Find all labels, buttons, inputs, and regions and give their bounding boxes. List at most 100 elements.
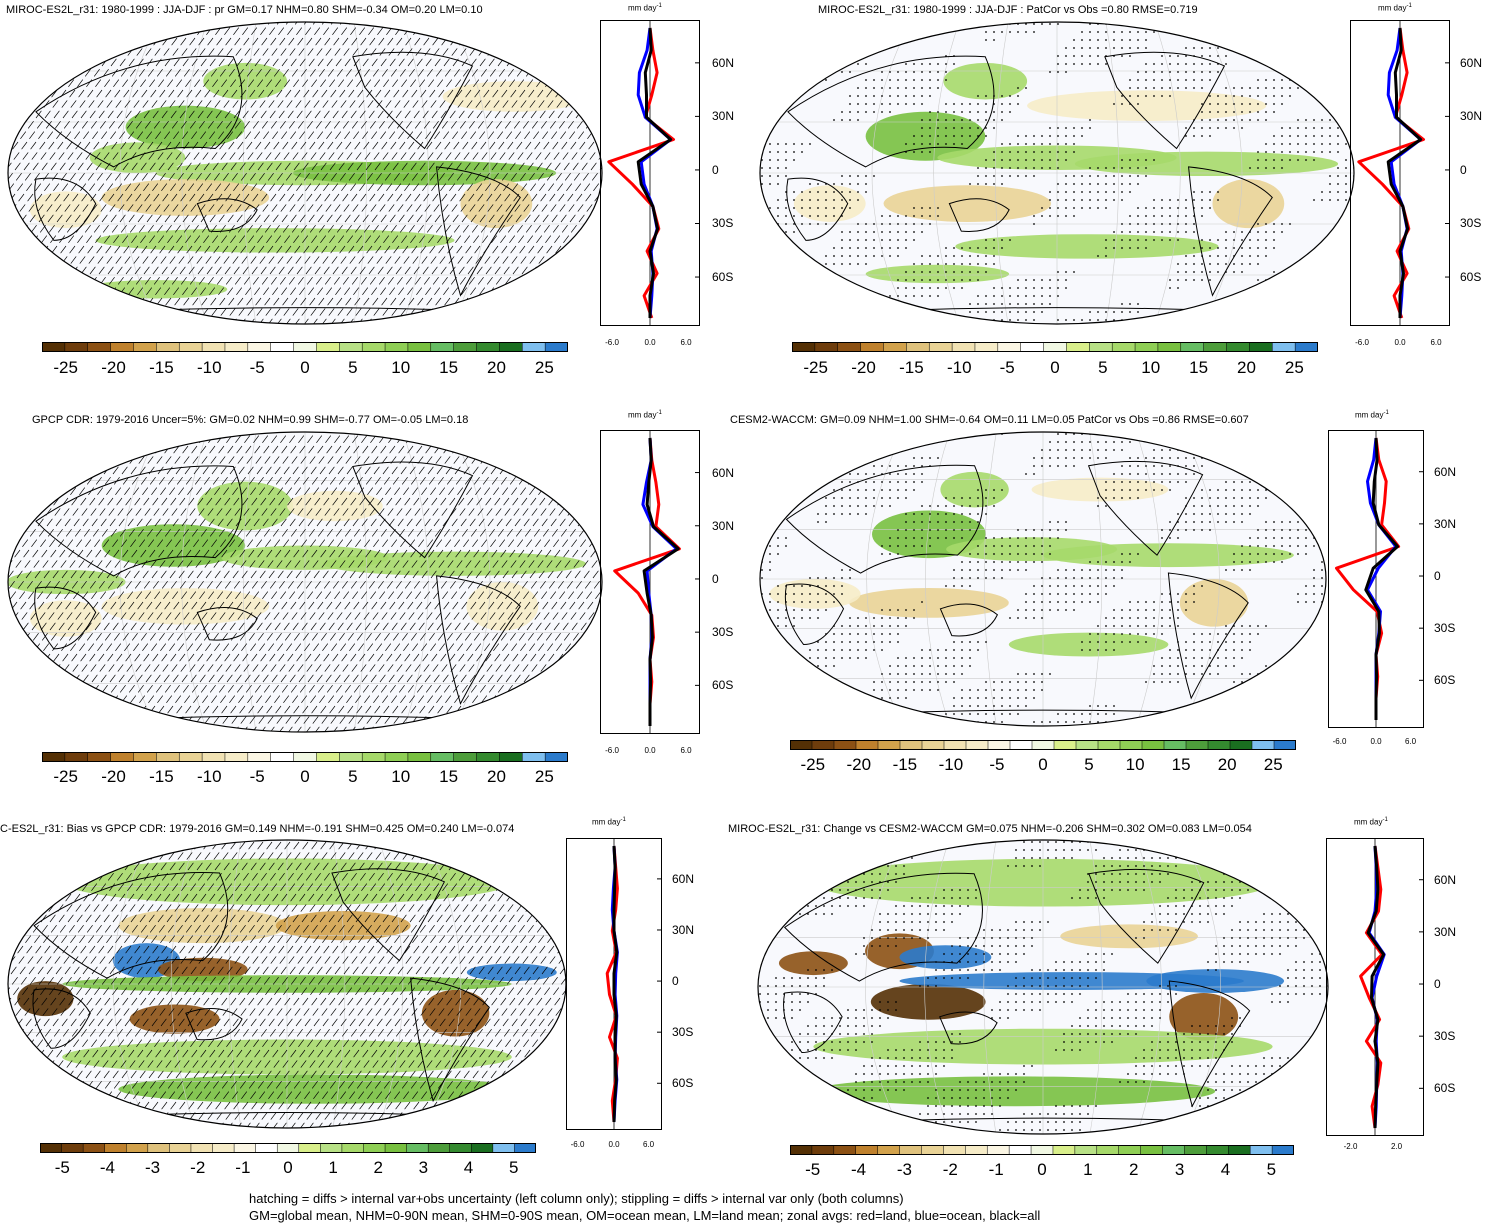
stipple-dot bbox=[1033, 697, 1035, 699]
stipple-dot bbox=[1057, 609, 1059, 611]
hatch-line bbox=[8, 432, 219, 732]
panel-5-zonal-mean-plot bbox=[566, 838, 662, 1130]
stipple-dot bbox=[889, 553, 891, 555]
stipple-dot bbox=[1345, 183, 1347, 185]
stipple-dot bbox=[889, 545, 891, 547]
stipple-dot bbox=[1079, 1017, 1081, 1019]
stipple-dot bbox=[985, 239, 987, 241]
stipple-dot bbox=[865, 103, 867, 105]
stipple-dot bbox=[913, 79, 915, 81]
stipple-dot bbox=[1151, 1001, 1153, 1003]
stipple-dot bbox=[1065, 143, 1067, 145]
panel-1-zonal-unit: mm day-1 bbox=[628, 3, 662, 13]
stipple-dot bbox=[1295, 921, 1297, 923]
stipple-dot bbox=[929, 255, 931, 257]
stipple-dot bbox=[801, 55, 803, 57]
stipple-dot bbox=[1233, 489, 1235, 491]
stipple-dot bbox=[1239, 945, 1241, 947]
stipple-dot bbox=[1151, 1041, 1153, 1043]
stipple-dot bbox=[767, 873, 769, 875]
stipple-dot bbox=[783, 1057, 785, 1059]
stipple-dot bbox=[993, 689, 995, 691]
stipple-dot bbox=[841, 657, 843, 659]
coastline bbox=[1087, 460, 1204, 556]
stipple-dot bbox=[977, 545, 979, 547]
stipple-dot bbox=[1177, 601, 1179, 603]
colorbar-swatch bbox=[247, 752, 272, 762]
lat-tick-label: 30S bbox=[1434, 621, 1456, 636]
stipple-dot bbox=[857, 497, 859, 499]
stipple-dot bbox=[1097, 63, 1099, 65]
stipple-dot bbox=[905, 537, 907, 539]
stipple-dot bbox=[1319, 1113, 1321, 1115]
stipple-dot bbox=[1049, 529, 1051, 531]
stipple-dot bbox=[1049, 601, 1051, 603]
hatch-line bbox=[266, 22, 497, 324]
stipple-dot bbox=[1305, 303, 1307, 305]
stipple-dot bbox=[943, 1049, 945, 1051]
zonal-mean-line-black bbox=[1364, 437, 1399, 720]
stipple-dot bbox=[1209, 641, 1211, 643]
stipple-dot bbox=[1105, 247, 1107, 249]
hatch-line bbox=[484, 432, 602, 732]
stipple-dot bbox=[1097, 585, 1099, 587]
stipple-dot bbox=[839, 905, 841, 907]
stipple-dot bbox=[1049, 143, 1051, 145]
stipple-dot bbox=[1153, 231, 1155, 233]
stipple-dot bbox=[1015, 929, 1017, 931]
stipple-dot bbox=[801, 143, 803, 145]
stipple-dot bbox=[1249, 95, 1251, 97]
stipple-dot bbox=[799, 1121, 801, 1123]
stipple-dot bbox=[1169, 207, 1171, 209]
stipple-dot bbox=[1111, 865, 1113, 867]
stipple-dot bbox=[1217, 127, 1219, 129]
stipple-dot bbox=[1217, 247, 1219, 249]
stipple-dot bbox=[889, 103, 891, 105]
stipple-dot bbox=[905, 689, 907, 691]
colorbar-tick-label: -3 bbox=[896, 1160, 912, 1179]
stipple-dot bbox=[897, 481, 899, 483]
stipple-dot bbox=[1217, 199, 1219, 201]
stipple-dot bbox=[1313, 585, 1315, 587]
stipple-dot bbox=[809, 63, 811, 65]
stipple-dot bbox=[961, 561, 963, 563]
stipple-dot bbox=[801, 63, 803, 65]
hatch-line bbox=[8, 840, 141, 1128]
colorbar-tick-label: -4 bbox=[99, 1158, 116, 1177]
hatch-line bbox=[8, 22, 137, 324]
stipple-dot bbox=[767, 1009, 769, 1011]
stipple-dot bbox=[1103, 857, 1105, 859]
stipple-dot bbox=[1311, 985, 1313, 987]
stipple-dot bbox=[1289, 87, 1291, 89]
stipple-dot bbox=[967, 937, 969, 939]
stipple-dot bbox=[921, 657, 923, 659]
stipple-dot bbox=[975, 1113, 977, 1115]
stipple-dot bbox=[1279, 1081, 1281, 1083]
stipple-dot bbox=[1081, 207, 1083, 209]
stipple-dot bbox=[841, 239, 843, 241]
stipple-dot bbox=[1215, 881, 1217, 883]
stipple-dot bbox=[1033, 617, 1035, 619]
stipple-dot bbox=[879, 1025, 881, 1027]
stipple-dot bbox=[1303, 841, 1305, 843]
stipple-dot bbox=[1337, 263, 1339, 265]
stipple-dot bbox=[967, 945, 969, 947]
coastline bbox=[185, 1008, 243, 1041]
stipple-dot bbox=[1311, 961, 1313, 963]
stipple-dot bbox=[1345, 39, 1347, 41]
stipple-dot bbox=[1201, 263, 1203, 265]
stipple-dot bbox=[1289, 143, 1291, 145]
stipple-dot bbox=[905, 673, 907, 675]
stipple-dot bbox=[791, 1009, 793, 1011]
stipple-dot bbox=[807, 889, 809, 891]
stipple-dot bbox=[849, 449, 851, 451]
stipple-dot bbox=[969, 311, 971, 313]
stipple-dot bbox=[953, 657, 955, 659]
stipple-dot bbox=[929, 143, 931, 145]
stipple-dot bbox=[897, 303, 899, 305]
stipple-dot bbox=[1241, 311, 1243, 313]
colorbar-swatch bbox=[1180, 342, 1205, 352]
stipple-dot bbox=[993, 95, 995, 97]
stipple-dot bbox=[841, 481, 843, 483]
stipple-dot bbox=[1329, 127, 1331, 129]
